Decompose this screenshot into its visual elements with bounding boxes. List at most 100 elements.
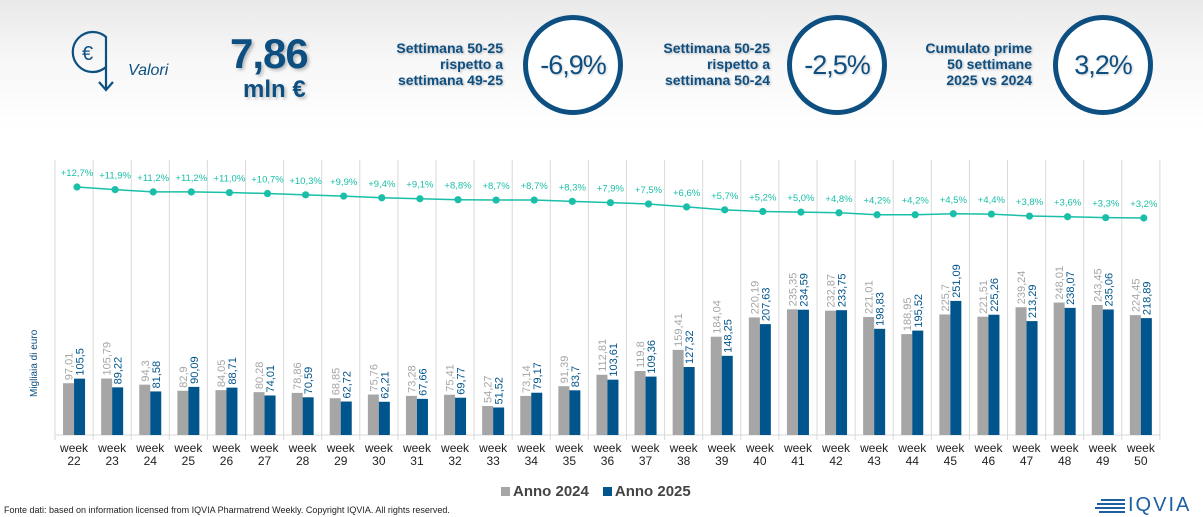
bar-label-2025: 207,63	[760, 287, 772, 321]
bar-label-2025: 225,26	[989, 278, 1001, 312]
x-tick-label: 35	[563, 454, 577, 468]
growth-label: +11,9%	[99, 171, 131, 182]
kpi-circle-week-vs-prev-week: -6,9%	[523, 15, 623, 115]
x-tick-label: week	[821, 441, 851, 455]
growth-point	[263, 189, 272, 198]
bar-2025	[74, 378, 86, 435]
bar-label-2024: 184,04	[711, 300, 723, 334]
growth-label: +11,2%	[137, 173, 169, 184]
bar-2025	[112, 387, 124, 435]
x-tick-label: 47	[1020, 454, 1034, 468]
kpi-label-line: rispetto a	[439, 56, 503, 72]
bar-2024	[1091, 304, 1103, 435]
x-tick-label: 34	[525, 454, 539, 468]
kpi-label-line: Settimana 50-25	[663, 40, 770, 56]
x-tick-label: 30	[372, 454, 386, 468]
x-tick-label: 27	[258, 454, 272, 468]
bar-label-2025: 62,21	[379, 371, 391, 399]
x-tick-label: week	[211, 441, 241, 455]
bar-2024	[786, 309, 798, 435]
bar-2025	[378, 401, 390, 435]
x-tick-label: week	[1012, 441, 1042, 455]
x-tick-label: week	[173, 441, 203, 455]
bar-2024	[825, 310, 837, 435]
bar-2025	[416, 398, 428, 435]
bar-label-2025: 79,17	[532, 362, 544, 390]
growth-label: +4,2%	[863, 196, 891, 207]
x-tick-label: week	[707, 441, 737, 455]
bar-2024	[367, 394, 379, 435]
growth-label: +5,7%	[711, 191, 739, 202]
growth-label: +6,6%	[673, 188, 701, 199]
growth-label: +4,8%	[825, 194, 853, 205]
growth-point	[225, 188, 233, 197]
bar-2025	[759, 324, 771, 435]
bar-2024	[710, 336, 722, 435]
source-note: Fonte dati: based on information license…	[4, 505, 450, 515]
growth-label: +3,2%	[1130, 199, 1158, 210]
x-tick-label: 49	[1096, 454, 1110, 468]
bar-label-2025: 67,66	[417, 368, 429, 396]
svg-text:€: €	[82, 43, 93, 65]
bar-label-2024: 84,05	[216, 360, 228, 388]
x-tick-label: week	[97, 441, 127, 455]
growth-label: +3,8%	[1016, 197, 1044, 208]
bar-2024	[215, 390, 227, 435]
bar-label-2024: 68,85	[330, 368, 342, 396]
bar-label-2024: 188,95	[902, 297, 914, 331]
x-tick-label: 44	[906, 454, 920, 468]
growth-point	[797, 208, 805, 216]
legend-item-2024: Anno 2024	[501, 483, 589, 500]
bar-label-2025: 83,7	[570, 366, 582, 387]
bar-2025	[645, 376, 657, 435]
x-tick-label: week	[554, 441, 584, 455]
growth-point	[949, 210, 957, 218]
kpi-label-week-vs-prev-week: Settimana 50-25 rispetto a settimana 49-…	[388, 40, 503, 88]
growth-point	[683, 203, 691, 211]
growth-point	[987, 210, 996, 218]
bar-2024	[329, 398, 341, 435]
bar-label-2024: 220,19	[749, 281, 761, 315]
bar-2024	[253, 392, 265, 435]
kpi-label-line: 50 settimane	[947, 56, 1032, 72]
kpi-label-week-vs-last-year: Settimana 50-25 rispetto a settimana 50-…	[655, 40, 770, 88]
bar-2025	[721, 355, 733, 435]
growth-point	[302, 191, 310, 199]
bar-label-2025: 69,77	[456, 367, 468, 395]
bar-label-2024: 225,7	[940, 284, 952, 312]
bar-label-2024: 224,45	[1130, 278, 1142, 312]
total-value: 7,86	[230, 30, 309, 77]
growth-point	[492, 196, 500, 204]
bar-2025	[1026, 321, 1038, 435]
bar-label-2025: 251,09	[951, 264, 963, 298]
bar-2025	[531, 392, 543, 435]
bar-2025	[188, 386, 200, 435]
x-tick-label: week	[440, 441, 470, 455]
x-tick-label: 37	[639, 454, 653, 468]
x-tick-label: 40	[753, 454, 767, 468]
kpi-label-line: Settimana 50-25	[396, 40, 503, 56]
growth-point	[340, 192, 348, 200]
bar-label-2025: 233,75	[837, 274, 849, 308]
bar-2025	[493, 407, 505, 435]
x-tick-label: 42	[829, 454, 843, 468]
growth-label: +9,9%	[330, 177, 358, 188]
bar-2024	[634, 371, 646, 435]
bar-label-2024: 54,27	[483, 375, 495, 403]
bar-label-2025: 234,59	[798, 273, 810, 307]
kpi-value: 3,2%	[1074, 49, 1133, 80]
bar-label-2025: 88,71	[227, 357, 239, 385]
growth-label: +4,4%	[978, 195, 1006, 206]
x-tick-label: week	[631, 441, 661, 455]
bar-2025	[836, 310, 848, 435]
growth-point	[721, 206, 729, 214]
bar-2025	[340, 401, 352, 435]
bar-label-2024: 80,28	[254, 362, 266, 390]
growth-label: +3,3%	[1092, 199, 1120, 210]
bar-2025	[1140, 318, 1152, 435]
growth-point	[873, 211, 881, 219]
bar-2024	[558, 386, 570, 435]
growth-point	[530, 196, 538, 204]
bar-label-2025: 105,5	[75, 348, 87, 376]
bar-2025	[1064, 307, 1076, 435]
